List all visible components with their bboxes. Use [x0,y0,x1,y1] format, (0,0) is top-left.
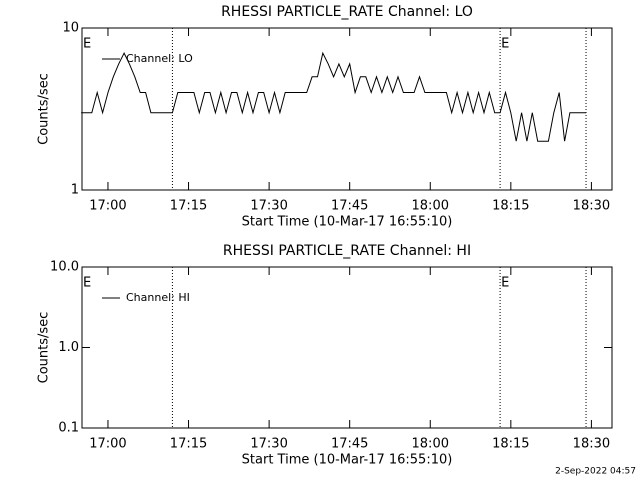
data-line [81,51,586,142]
y-axis-label: Counts/sec [37,312,52,384]
y-tick-label: 10 [62,21,79,36]
x-tick-label: 17:15 [170,437,207,452]
x-tick-label: 18:15 [492,437,529,452]
x-tick-label: 17:45 [331,437,368,452]
event-label: E [501,276,509,291]
x-tick-label: 17:00 [89,199,126,214]
event-label: E [83,276,91,291]
x-tick-label: 18:00 [412,199,449,214]
timestamp: 2-Sep-2022 04:57 [555,467,636,477]
y-tick-label: 1.0 [58,340,79,355]
y-tick-label: 1 [71,183,79,198]
chart-title: RHESSI PARTICLE_RATE Channel: LO [221,4,473,20]
y-axis-label: Counts/sec [37,73,52,145]
x-axis-label: Start Time (10-Mar-17 16:55:10) [242,215,453,230]
legend-label: Channel: LO [126,52,193,65]
x-tick-label: 18:15 [492,199,529,214]
x-tick-label: 18:00 [412,437,449,452]
x-tick-label: 18:30 [573,199,610,214]
event-label: E [83,37,91,52]
x-tick-label: 17:30 [250,437,287,452]
event-label: E [501,37,509,52]
x-tick-label: 17:00 [89,437,126,452]
x-tick-label: 17:30 [250,199,287,214]
x-tick-label: 18:30 [573,437,610,452]
y-tick-label: 10.0 [50,260,79,275]
x-tick-label: 17:45 [331,199,368,214]
x-axis-label: Start Time (10-Mar-17 16:55:10) [242,453,453,468]
x-tick-label: 17:15 [170,199,207,214]
chart-title: RHESSI PARTICLE_RATE Channel: HI [223,243,471,259]
y-tick-label: 0.1 [58,421,79,436]
legend-label: Channel: HI [126,291,190,304]
plot-frame [81,27,613,191]
